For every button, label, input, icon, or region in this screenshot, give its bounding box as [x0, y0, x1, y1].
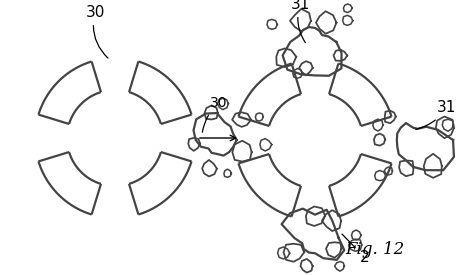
Text: Fig. 12: Fig. 12 [345, 242, 404, 259]
Text: 2: 2 [342, 234, 370, 265]
Text: 30: 30 [85, 5, 108, 58]
Text: 30: 30 [202, 96, 228, 132]
Text: 31: 31 [290, 0, 310, 43]
Text: 31: 31 [416, 100, 456, 129]
